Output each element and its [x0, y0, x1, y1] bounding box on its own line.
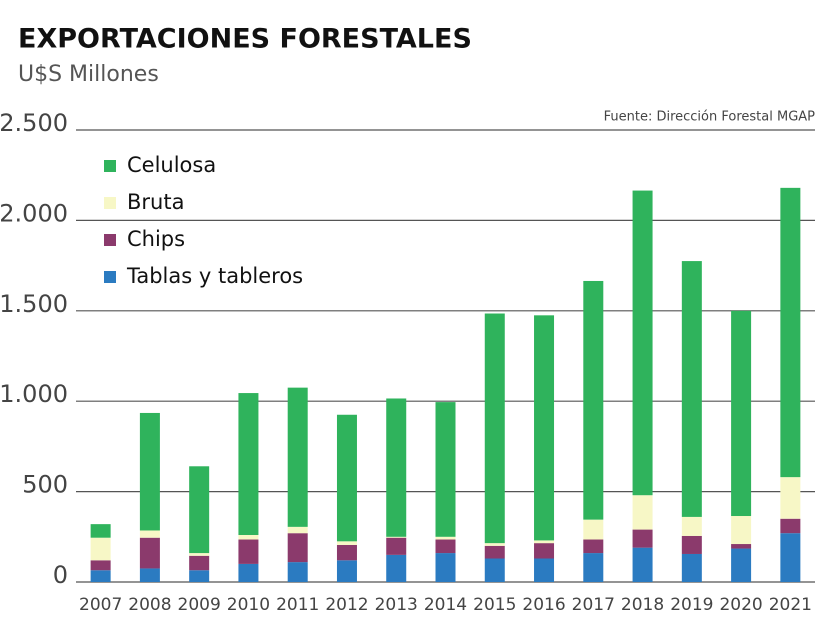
bar-segment — [780, 533, 801, 582]
bar-segment — [139, 568, 160, 582]
bar-segment — [484, 545, 505, 559]
bar-segment — [287, 562, 308, 582]
y-tick-label: 1.000 — [0, 380, 68, 408]
x-tick-label: 2014 — [424, 595, 467, 615]
bar-segment — [435, 402, 456, 537]
bar-segment — [139, 412, 160, 531]
bar-segment — [731, 310, 752, 517]
bar-segment — [386, 537, 407, 555]
bar-segment — [731, 544, 752, 549]
bar-segment — [583, 280, 604, 520]
x-tick-label: 2017 — [572, 595, 615, 615]
y-tick-label: 500 — [22, 471, 68, 499]
chart-subtitle: U$S Millones — [18, 62, 159, 87]
bar-segment — [681, 516, 702, 536]
x-tick-label: 2018 — [621, 595, 664, 615]
legend-swatch — [104, 197, 116, 209]
x-tick-label: 2007 — [79, 595, 122, 615]
bar-segment — [189, 555, 210, 571]
legend-label: Celulosa — [127, 153, 216, 177]
bar-segment — [780, 518, 801, 534]
bar-segment — [484, 313, 505, 544]
bar-segment — [534, 540, 555, 544]
bar-segment — [238, 534, 259, 540]
bar-segment — [780, 187, 801, 478]
bar-segment — [90, 524, 111, 538]
y-tick-label: 0 — [53, 561, 68, 589]
legend-swatch — [104, 160, 116, 172]
bar-segment — [435, 553, 456, 582]
bar-segment — [238, 563, 259, 582]
x-tick-label: 2010 — [227, 595, 270, 615]
legend-swatch — [104, 234, 116, 246]
bar-segment — [583, 539, 604, 554]
bar-segment — [632, 190, 653, 496]
x-tick-label: 2021 — [769, 595, 812, 615]
y-tick-label: 2.000 — [0, 199, 68, 227]
x-tick-label: 2009 — [178, 595, 221, 615]
bar-segment — [189, 553, 210, 556]
bar-segment — [287, 387, 308, 527]
x-tick-label: 2011 — [276, 595, 319, 615]
bar-segment — [681, 553, 702, 582]
bar-segment — [583, 553, 604, 582]
x-tick-label: 2008 — [128, 595, 171, 615]
bar-segment — [90, 537, 111, 561]
bar-segment — [287, 526, 308, 534]
bar-segment — [238, 393, 259, 535]
bar-segment — [90, 570, 111, 582]
legend-label: Bruta — [127, 190, 184, 214]
bar-segment — [534, 543, 555, 559]
x-tick-label: 2013 — [375, 595, 418, 615]
legend-swatch — [104, 271, 116, 283]
bar-segment — [386, 554, 407, 582]
bar-segment — [780, 477, 801, 519]
y-tick-label: 1.500 — [0, 290, 68, 318]
bar-segment — [90, 560, 111, 571]
bar-segment — [583, 519, 604, 540]
x-tick-label: 2015 — [473, 595, 516, 615]
bar-segment — [336, 544, 357, 561]
bar-segment — [632, 547, 653, 582]
bar-segment — [484, 543, 505, 546]
x-tick-label: 2016 — [522, 595, 565, 615]
bar-segment — [534, 315, 555, 541]
bar-segment — [632, 495, 653, 530]
bar-segment — [681, 535, 702, 554]
bar-segment — [139, 537, 160, 569]
legend-label: Chips — [127, 227, 185, 251]
x-tick-label: 2020 — [719, 595, 762, 615]
bar-segment — [287, 533, 308, 563]
bar-segment — [435, 536, 456, 540]
bar-segment — [681, 261, 702, 517]
bar-segment — [731, 548, 752, 582]
bar-segment — [435, 539, 456, 554]
y-tick-label: 2.500 — [0, 109, 68, 137]
chart-title: EXPORTACIONES FORESTALES — [18, 24, 472, 55]
bar-segment — [189, 570, 210, 582]
bar-segment — [386, 536, 407, 538]
bar-segment — [139, 530, 160, 538]
legend-label: Tablas y tableros — [126, 264, 303, 288]
bar-segment — [336, 560, 357, 582]
bar-segment — [632, 529, 653, 548]
x-tick-label: 2019 — [670, 595, 713, 615]
bar-segment — [484, 558, 505, 582]
bar-segment — [336, 541, 357, 545]
bar-segment — [731, 516, 752, 545]
bar-segment — [336, 414, 357, 542]
bar-segment — [189, 466, 210, 554]
bar-segment — [534, 558, 555, 582]
bar-segment — [386, 398, 407, 537]
bar-segment — [238, 539, 259, 564]
x-tick-label: 2012 — [325, 595, 368, 615]
source: Fuente: Dirección Forestal MGAP — [604, 110, 816, 125]
